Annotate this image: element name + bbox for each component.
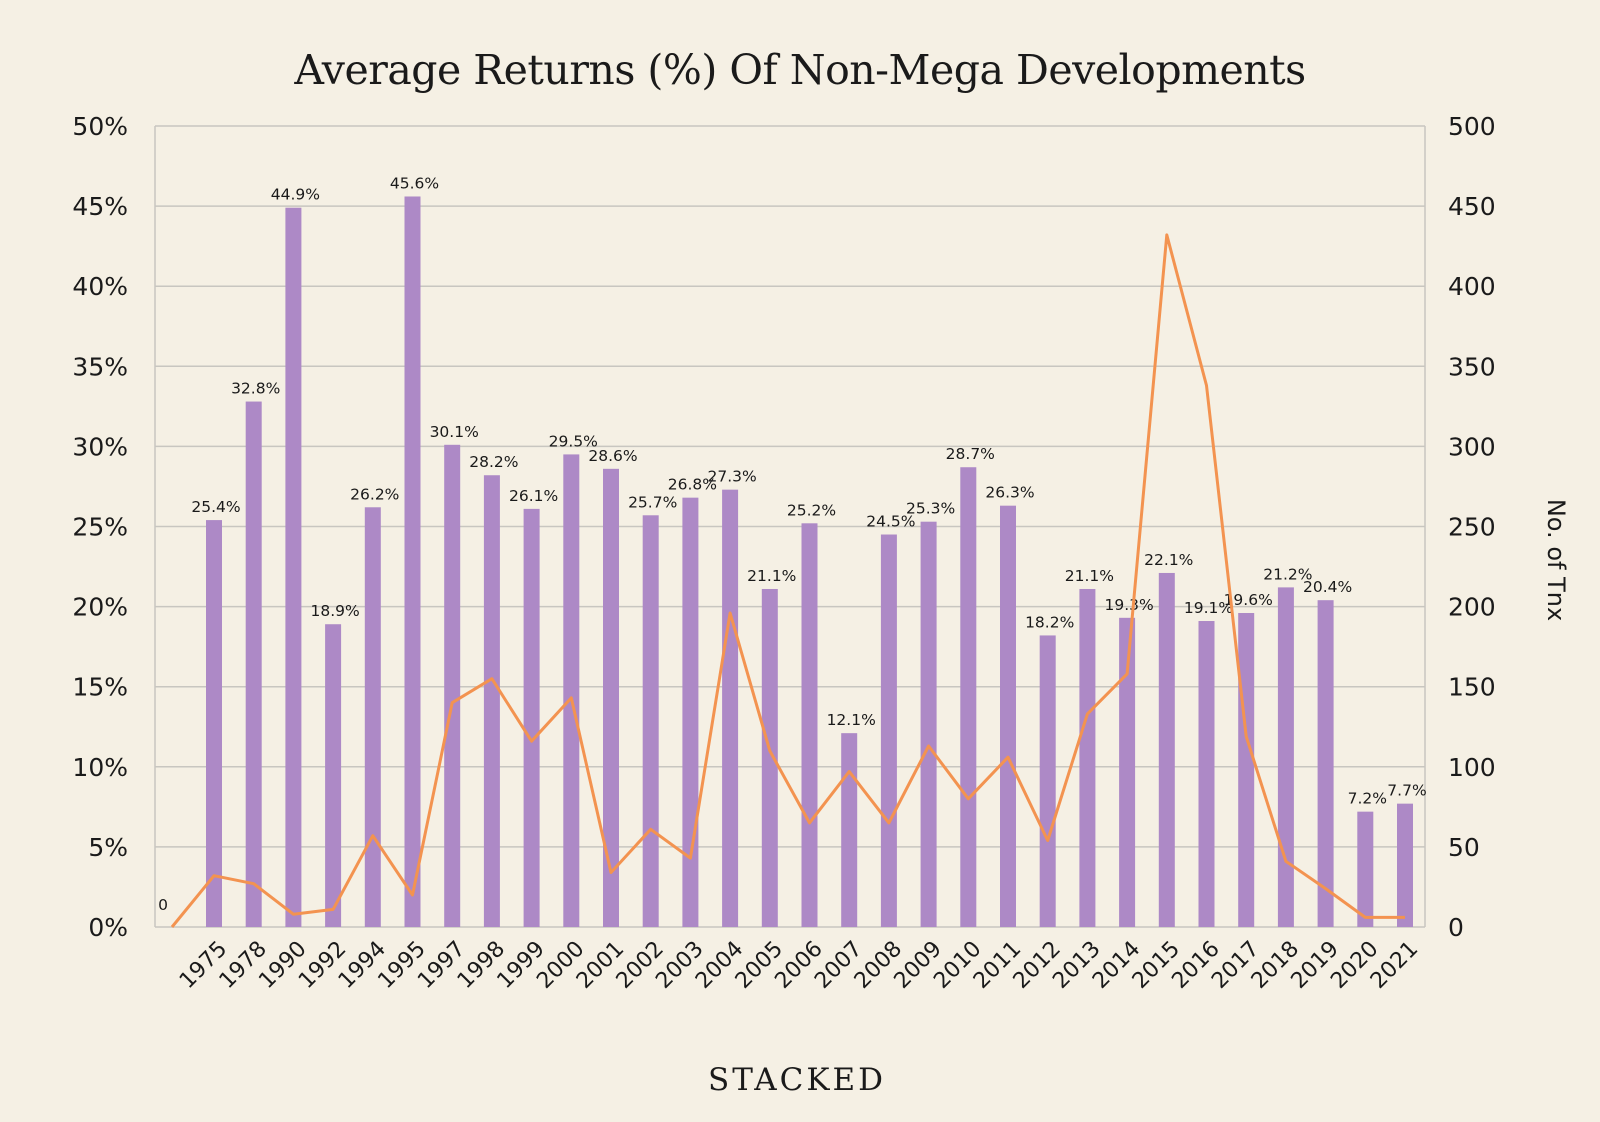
bar (404, 196, 421, 927)
bar (1238, 613, 1255, 927)
bar (444, 444, 461, 927)
bar (1277, 587, 1294, 927)
y2-tick-label: 50 (1448, 833, 1480, 862)
bar (523, 508, 540, 927)
bar-data-label: 28.6% (588, 447, 637, 465)
y-tick-label: 0% (88, 913, 128, 942)
y2-axis-label: No. of Tnx (1542, 499, 1570, 621)
bar (841, 733, 858, 927)
y-tick-label: 50% (72, 112, 128, 141)
bar (642, 515, 659, 927)
bar (1039, 635, 1056, 927)
y-tick-label: 20% (72, 593, 128, 622)
bar-data-label: 7.2% (1348, 790, 1387, 808)
bar-data-label: 26.3% (985, 484, 1034, 502)
bar-data-label: 18.2% (1025, 613, 1074, 631)
y-tick-label: 40% (72, 272, 128, 301)
brand-logo-text: STACKED (708, 1062, 886, 1098)
y2-tick-label: 250 (1448, 513, 1496, 542)
bar-data-label: 28.7% (946, 445, 995, 463)
bar-data-label: 21.2% (1263, 565, 1312, 583)
bar (364, 507, 381, 927)
bar (1198, 621, 1215, 927)
bar (880, 534, 897, 927)
bar-data-label: 21.1% (1065, 567, 1114, 585)
bar (1000, 505, 1016, 927)
bar (682, 497, 699, 927)
bar (1317, 600, 1334, 927)
y2-tick-label: 450 (1448, 192, 1496, 221)
y2-tick-label: 0 (1448, 913, 1464, 942)
bar-data-label: 28.2% (469, 453, 518, 471)
bar-data-label: 25.7% (628, 493, 677, 511)
bar (325, 624, 342, 927)
bar-data-label: 45.6% (390, 174, 439, 192)
bar (1079, 588, 1096, 927)
bar-data-label: 26.8% (668, 476, 717, 494)
bar (801, 523, 818, 927)
y-axis-right-ticks: 0 50 100 150 200 250 300 350 400 450 500 (1448, 112, 1496, 942)
bar (1397, 803, 1413, 927)
y2-tick-label: 150 (1448, 673, 1496, 702)
bar (1158, 572, 1175, 927)
y-tick-label: 35% (72, 352, 128, 381)
bar-data-label: 29.5% (549, 432, 598, 450)
bar-data-label: 30.1% (430, 423, 479, 441)
bar-series (206, 196, 1413, 927)
bar-data-label: 19.3% (1104, 596, 1153, 614)
bar-data-label: 25.4% (191, 498, 240, 516)
bar (722, 489, 739, 927)
bar-data-label: 27.3% (707, 468, 756, 486)
y2-tick-label: 200 (1448, 593, 1496, 622)
bar-data-label: 20.4% (1303, 578, 1352, 596)
bar-data-label: 18.9% (310, 602, 359, 620)
y-axis-left-ticks: 0% 5% 10% 15% 20% 25% 30% 35% 40% 45% 50% (72, 112, 128, 942)
bar (1357, 811, 1374, 927)
bar-data-label: 19.6% (1224, 591, 1273, 609)
bar (761, 588, 778, 927)
y2-tick-label: 500 (1448, 112, 1496, 141)
bar (920, 521, 937, 927)
y-tick-label: 30% (72, 432, 128, 461)
bar-data-label: 19.1% (1184, 599, 1233, 617)
bar-data-label: 26.1% (509, 487, 558, 505)
bar (563, 454, 580, 927)
bar-data-label: 25.3% (906, 500, 955, 518)
y-tick-label: 5% (88, 833, 128, 862)
bar-data-labels: 25.4% 32.8% 44.9% 18.9% 26.2% 45.6% 30.1% 28.2%… (191, 174, 1426, 807)
y2-tick-label: 350 (1448, 352, 1496, 381)
y-tick-label: 45% (72, 192, 128, 221)
line-series (170, 233, 1405, 928)
bar-data-label: 24.5% (866, 513, 915, 531)
bar-data-label: 7.7% (1387, 782, 1426, 800)
bar-data-label: 44.9% (271, 186, 320, 204)
y-tick-label: 25% (72, 513, 128, 542)
y2-tick-label: 300 (1448, 432, 1496, 461)
chart-title: Average Returns (%) Of Non-Mega Developm… (293, 46, 1305, 94)
line-path (170, 233, 1405, 928)
bar-data-label: 32.8% (231, 380, 280, 398)
bar (603, 468, 619, 927)
bar (206, 520, 222, 927)
bar-data-label: 26.2% (350, 485, 399, 503)
bar-data-label: 12.1% (827, 711, 876, 729)
bar (1119, 617, 1136, 927)
bar (245, 401, 262, 927)
y-tick-label: 10% (72, 753, 128, 782)
y2-tick-label: 400 (1448, 272, 1496, 301)
y-tick-label: 15% (72, 673, 128, 702)
zero-annotation: 0 (158, 896, 168, 914)
bar-data-label: 25.2% (787, 501, 836, 519)
bar-data-label: 22.1% (1144, 551, 1193, 569)
y2-tick-label: 100 (1448, 753, 1496, 782)
bar (285, 207, 302, 927)
bar (483, 475, 500, 927)
bar-data-label: 21.1% (747, 567, 796, 585)
bar (960, 467, 977, 927)
